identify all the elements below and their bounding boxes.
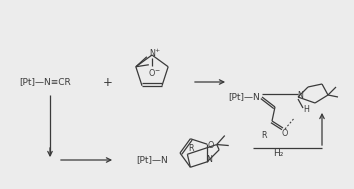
Text: O: O [149, 68, 155, 77]
Text: O: O [282, 129, 288, 139]
Text: H: H [303, 105, 309, 115]
Text: −: − [154, 67, 160, 73]
Text: [Pt]—N: [Pt]—N [136, 156, 168, 164]
Text: R: R [189, 144, 194, 153]
Text: [Pt]—N: [Pt]—N [228, 92, 260, 101]
Text: N: N [297, 91, 303, 101]
Text: +: + [154, 47, 160, 53]
Text: H₂: H₂ [273, 149, 283, 157]
Text: R: R [261, 132, 267, 140]
Text: N: N [149, 49, 155, 57]
Text: N: N [206, 155, 212, 164]
Text: [Pt]—N≡CR: [Pt]—N≡CR [19, 77, 71, 87]
Text: O: O [208, 141, 214, 150]
Text: +: + [103, 75, 113, 88]
